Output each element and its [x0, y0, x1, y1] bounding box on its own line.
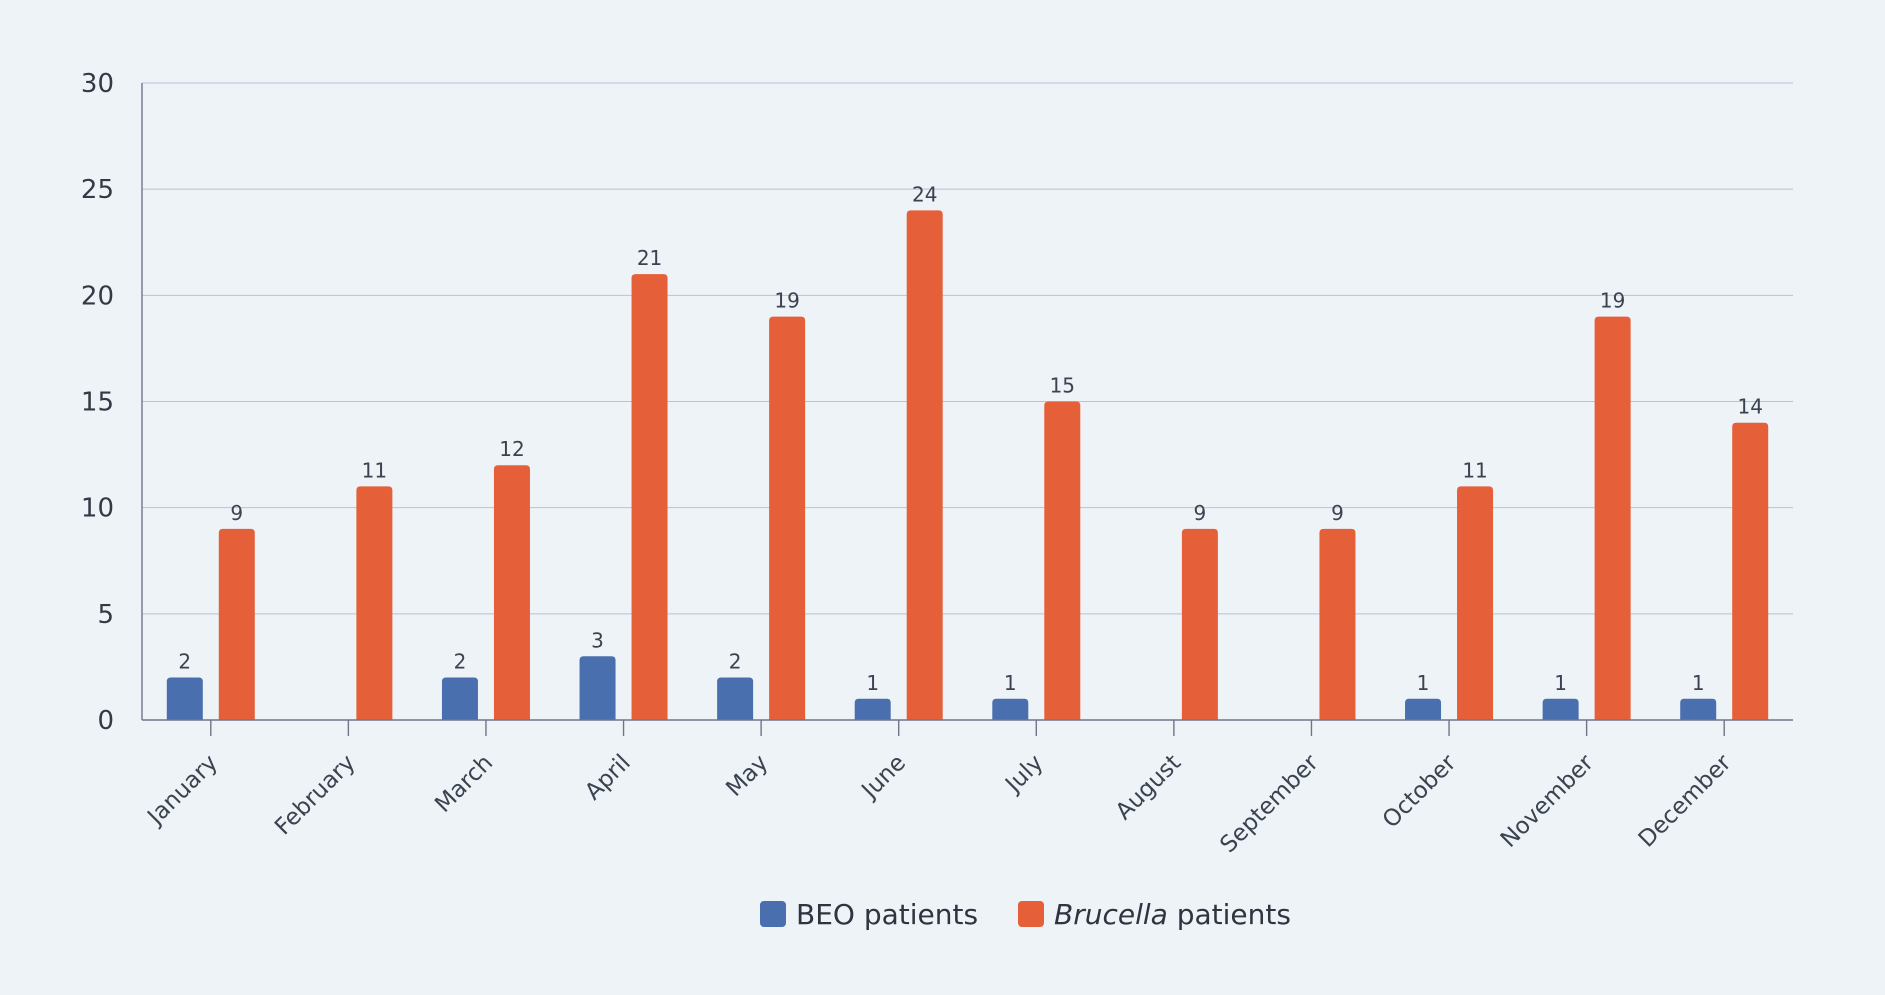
bar-brucella-june	[906, 210, 943, 720]
bar-brucella-may	[769, 316, 806, 720]
bar-brucella-september	[1319, 528, 1356, 720]
data-label-brucella-april: 21	[637, 246, 662, 270]
bar-beo-october	[1405, 698, 1442, 720]
x-tick-label-august: August	[1111, 750, 1186, 825]
legend-label-beo: BEO patients	[796, 898, 978, 931]
y-tick-label-20: 20	[81, 281, 114, 311]
x-tick-label-april: April	[580, 750, 636, 806]
y-tick-label-25: 25	[81, 175, 114, 205]
bar-brucella-october	[1457, 486, 1494, 720]
grid-layer	[142, 82, 1793, 615]
data-label-beo-june: 1	[866, 671, 879, 695]
x-tick-label-december: December	[1634, 749, 1737, 852]
legend-item-beo: BEO patients	[760, 898, 978, 931]
x-tick-label-november: November	[1496, 749, 1599, 852]
x-tick-label-may: May	[721, 750, 773, 802]
data-label-brucella-august: 9	[1194, 501, 1207, 525]
data-label-beo-october: 1	[1417, 671, 1430, 695]
data-label-brucella-december: 14	[1737, 395, 1762, 419]
y-tick-label-10: 10	[81, 494, 114, 524]
bar-beo-march	[441, 677, 478, 720]
data-label-brucella-november: 19	[1600, 289, 1625, 313]
bar-beo-december	[1680, 698, 1717, 720]
data-label-beo-july: 1	[1004, 671, 1017, 695]
bar-brucella-december	[1732, 422, 1769, 720]
bar-beo-june	[854, 698, 891, 720]
bar-beo-november	[1542, 698, 1579, 720]
x-tick-label-june: June	[856, 750, 911, 805]
x-tick-label-september: September	[1215, 749, 1324, 858]
legend-label-brucella: Brucella patients	[1054, 898, 1291, 931]
legend-label-brucella-rest: patients	[1168, 898, 1291, 931]
x-tick-label-february: February	[270, 750, 360, 840]
bar-brucella-july	[1044, 401, 1081, 720]
data-label-beo-december: 1	[1692, 671, 1705, 695]
legend-item-brucella: Brucella patients	[1018, 898, 1291, 931]
data-label-brucella-january: 9	[230, 501, 243, 525]
bars-layer	[166, 210, 1769, 720]
bar-beo-may	[717, 677, 754, 720]
x-tick-label-january: January	[142, 750, 223, 831]
bar-brucella-march	[493, 465, 530, 720]
data-label-beo-may: 2	[729, 650, 742, 674]
data-label-brucella-june: 24	[912, 182, 937, 206]
bar-brucella-february	[356, 486, 393, 720]
bar-brucella-april	[631, 274, 668, 720]
data-label-brucella-september: 9	[1331, 501, 1344, 525]
legend: BEO patients Brucella patients	[760, 898, 1291, 931]
y-tick-label-0: 0	[97, 706, 114, 736]
legend-swatch-beo	[760, 901, 786, 927]
data-label-beo-november: 1	[1554, 671, 1567, 695]
legend-label-brucella-italic: Brucella	[1054, 898, 1168, 931]
y-tick-label-30: 30	[81, 69, 114, 99]
x-tick-label-october: October	[1378, 749, 1462, 833]
data-label-brucella-july: 15	[1050, 374, 1075, 398]
data-label-brucella-february: 11	[362, 458, 387, 482]
x-tick-label-march: March	[430, 750, 498, 818]
data-label-beo-march: 2	[454, 650, 467, 674]
bar-beo-april	[579, 656, 616, 720]
data-label-brucella-march: 12	[499, 437, 524, 461]
y-tick-label-5: 5	[97, 600, 114, 630]
bar-beo-july	[992, 698, 1029, 720]
data-label-beo-april: 3	[591, 628, 604, 652]
bar-beo-january	[166, 677, 203, 720]
data-label-beo-january: 2	[178, 650, 191, 674]
bar-brucella-august	[1181, 528, 1218, 720]
bar-brucella-january	[218, 528, 255, 720]
y-tick-label-15: 15	[81, 388, 114, 418]
data-label-brucella-october: 11	[1462, 458, 1487, 482]
legend-swatch-brucella	[1018, 901, 1044, 927]
bar-brucella-november	[1594, 316, 1631, 720]
x-tick-label-july: July	[999, 750, 1048, 799]
data-label-brucella-may: 19	[774, 289, 799, 313]
